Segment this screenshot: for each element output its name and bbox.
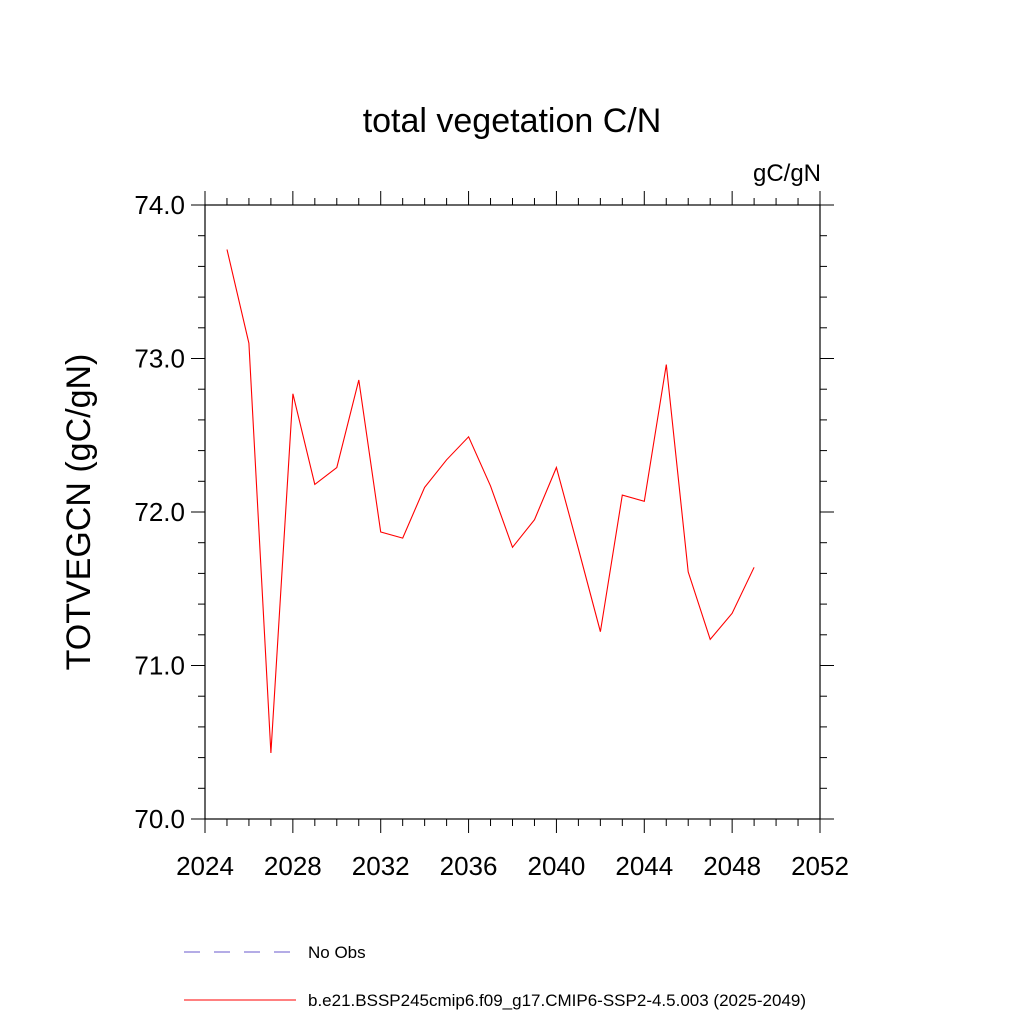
x-tick-label: 2052	[791, 851, 849, 881]
x-tick-label: 2028	[264, 851, 322, 881]
x-tick-label: 2040	[528, 851, 586, 881]
x-tick-label: 2048	[703, 851, 761, 881]
y-tick-label: 74.0	[134, 190, 185, 220]
x-tick-label: 2024	[176, 851, 234, 881]
y-axis-label: TOTVEGCN (gC/gN)	[60, 354, 98, 671]
x-tick-label: 2036	[440, 851, 498, 881]
x-axis-ticks: 2024 2028 2032 2036 2040 2044 2048 2052	[176, 191, 849, 881]
y-tick-label: 71.0	[134, 651, 185, 681]
legend: No Obs b.e21.BSSP245cmip6.f09_g17.CMIP6-S…	[184, 943, 806, 1010]
y-tick-label: 72.0	[134, 497, 185, 527]
legend-label: No Obs	[308, 943, 366, 962]
y-tick-label: 70.0	[134, 804, 185, 834]
chart-title: total vegetation C/N	[363, 102, 662, 140]
y-tick-label: 73.0	[134, 344, 185, 374]
series-line	[226, 249, 755, 754]
y-axis-ticks: 70.0 71.0 72.0 73.0 74.0	[134, 190, 834, 834]
x-tick-label: 2032	[352, 851, 410, 881]
plot-frame	[204, 204, 821, 820]
legend-label: b.e21.BSSP245cmip6.f09_g17.CMIP6-SSP2-4.…	[308, 991, 806, 1010]
data-series	[226, 249, 755, 754]
x-tick-label: 2044	[615, 851, 673, 881]
units-label: gC/gN	[753, 160, 821, 187]
